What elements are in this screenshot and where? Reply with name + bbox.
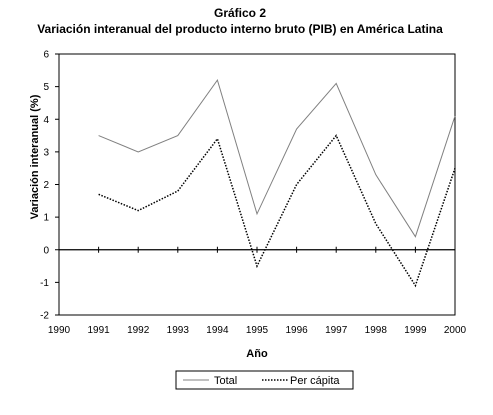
x-tick-label: 1996: [285, 325, 308, 336]
x-tick-label: 1993: [167, 325, 190, 336]
x-tick-label: 1992: [127, 325, 150, 336]
legend-box: [175, 370, 354, 390]
x-tick-label: 1990: [48, 325, 71, 336]
legend: Total Per cápita: [175, 370, 354, 390]
y-tick-label: 5: [43, 82, 49, 93]
y-tick-label: 3: [43, 147, 49, 158]
y-tick-label: -2: [40, 311, 49, 322]
y-tick-label: 1: [43, 213, 49, 224]
y-tick-label: 4: [43, 115, 49, 126]
x-tick-label: 1998: [365, 325, 388, 336]
x-tick-label: 1997: [325, 325, 348, 336]
y-axis-label: Variación interanual (%): [29, 94, 41, 219]
legend-per-capita-label: Per cápita: [290, 375, 340, 387]
series-layer: [98, 78, 456, 288]
x-tick-label: 2000: [444, 325, 467, 336]
chart-title: Gráfico 2: [214, 6, 266, 20]
series-line-total: [98, 78, 456, 238]
series-line-per-capita: [98, 134, 456, 288]
x-tick-label: 1991: [87, 325, 110, 336]
plot-area: [58, 53, 456, 316]
x-axis-label: Año: [246, 348, 268, 360]
x-tick-label: 1994: [206, 325, 229, 336]
x-axis: 1990 1991 1992 1993 1994 1995 1996 1997 1998 1999…: [48, 246, 467, 336]
y-tick-label: 2: [43, 180, 49, 191]
chart-subtitle: Variación interanual del producto intern…: [37, 22, 443, 36]
y-axis: -2 -1 0 1 2 3 4 5 6: [40, 50, 455, 322]
legend-total-label: Total: [214, 375, 237, 387]
y-tick-label: -1: [40, 278, 49, 289]
y-tick-label: 0: [43, 245, 49, 256]
x-tick-label: 1999: [404, 325, 427, 336]
x-tick-label: 1995: [246, 325, 269, 336]
y-tick-label: 6: [43, 50, 49, 61]
